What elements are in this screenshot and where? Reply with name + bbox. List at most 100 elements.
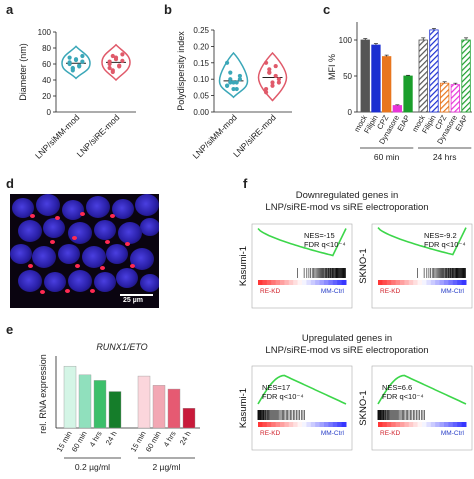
gsea-rank-gradient — [408, 280, 414, 285]
panel-letter-b: b — [164, 2, 172, 17]
gsea-rank-gradient — [315, 422, 321, 427]
nucleus — [44, 272, 66, 292]
gsea-rank-gradient — [382, 280, 388, 285]
gsea-rank-gradient — [306, 422, 312, 427]
gsea-rank-gradient — [315, 280, 321, 285]
gsea-fdr: FDR q<10⁻⁴ — [382, 392, 424, 401]
panel-letter-f: f — [243, 176, 248, 191]
b-point — [273, 63, 278, 69]
e-y-axis-label: rel. RNA expression — [38, 354, 48, 434]
b-y-tick-label: 0.10 — [193, 75, 209, 84]
a-point — [77, 64, 82, 69]
gsea-nes: NES=-15 — [304, 231, 335, 240]
nucleus — [18, 270, 42, 292]
a-y-tick-label: 80 — [42, 44, 51, 53]
c-y-tick-label: 100 — [339, 36, 353, 45]
a-violin-1 — [101, 43, 131, 82]
gsea-rank-gradient — [452, 422, 458, 427]
gsea-rank-gradient — [400, 280, 405, 285]
lnp-signal — [90, 289, 95, 293]
a-y-tick-label: 40 — [42, 76, 51, 85]
b-point — [234, 86, 239, 92]
gsea-rank-gradient — [444, 422, 449, 427]
b-point — [234, 80, 239, 85]
gsea-rank-gradient — [337, 280, 343, 285]
gsea-rank-gradient — [413, 280, 419, 285]
e-title: RUNX1/ETO — [96, 342, 147, 352]
gsea-up-title-line2: LNP/siRE-mod vs siRE electroporation — [265, 345, 429, 356]
gsea-nes: NES=-9.2 — [424, 231, 457, 240]
b-point — [225, 83, 230, 88]
gsea-rank-gradient — [395, 422, 401, 427]
a-x-tick-label: LNP/siRE-mod — [75, 112, 122, 159]
b-point — [237, 73, 242, 79]
a-point — [110, 69, 115, 75]
e-bar — [63, 365, 77, 429]
lnp-signal — [110, 214, 115, 218]
c-y-tick-label: 50 — [343, 72, 352, 81]
nucleus — [68, 270, 92, 292]
gsea-up-title-line1: Upregulated genes in — [301, 333, 393, 344]
nucleus — [32, 246, 56, 268]
lnp-signal — [100, 266, 105, 270]
nucleus — [118, 222, 142, 244]
c-bar — [418, 39, 428, 113]
gsea-rank-gradient — [382, 422, 388, 427]
e-group-label: 2 µg/ml — [152, 462, 180, 472]
b-point — [231, 80, 236, 85]
a-y-tick-label: 100 — [38, 28, 52, 37]
gsea-rank-gradient — [262, 422, 268, 427]
gsea-up-title: Upregulated genes in LNP/siRE-mod vs siR… — [227, 333, 467, 357]
gsea-down-title-line2: LNP/siRE-mod vs siRE electroporation — [265, 202, 429, 213]
gsea-fdr: FDR q<10⁻⁴ — [304, 240, 346, 249]
a-violin-0 — [61, 45, 91, 80]
gsea-cell-line-label: SKNO-1 — [358, 248, 369, 283]
b-y-tick-label: 0.05 — [193, 92, 209, 101]
gsea-down-title-line1: Downregulated genes in — [295, 190, 399, 201]
nucleus — [112, 199, 134, 219]
lnp-signal — [130, 264, 135, 268]
lnp-signal — [50, 240, 55, 244]
e-x-tick-label: 24 h — [178, 430, 193, 447]
gsea-rank-gradient — [262, 280, 268, 285]
a-point — [107, 59, 112, 64]
lnp-signal — [75, 264, 80, 268]
c-bar — [360, 39, 370, 113]
gsea-rank-gradient — [310, 422, 316, 427]
gsea-rank-gradient — [417, 280, 423, 285]
gsea-rank-gradient — [280, 422, 285, 427]
e-group-label: 0.2 µg/ml — [75, 462, 110, 472]
a-point — [120, 58, 125, 63]
a-point — [117, 63, 122, 68]
gsea-rank-gradient — [271, 280, 277, 285]
nucleus — [140, 274, 159, 292]
c-bar — [403, 75, 413, 113]
nucleus — [36, 194, 60, 216]
panel-letter-e: e — [6, 322, 14, 337]
gsea-rank-gradient — [280, 280, 285, 285]
a-x-tick-label: LNP/siMM-mod — [33, 112, 82, 161]
nucleus — [82, 246, 106, 268]
gsea-rank-gradient — [386, 280, 392, 285]
gsea-rank-gradient — [271, 422, 277, 427]
nucleus — [116, 268, 138, 288]
gsea-rank-gradient — [430, 422, 436, 427]
e-x-tick-label: 4 hrs — [88, 429, 104, 448]
b-point — [276, 80, 281, 85]
gsea-rank-gradient — [297, 422, 303, 427]
gsea-rank-gradient — [302, 422, 307, 427]
b-point — [267, 67, 272, 72]
gsea-rank-gradient — [288, 280, 294, 285]
gsea-rank-gradient — [426, 280, 432, 285]
microscopy-image: 25 µm — [10, 194, 159, 308]
gsea-rank-gradient — [457, 280, 463, 285]
gsea-rank-gradient — [391, 280, 397, 285]
b-point — [264, 90, 269, 95]
gsea-rank-gradient — [275, 422, 281, 427]
gsea-rank-gradient — [332, 280, 338, 285]
gsea-rank-gradient — [404, 280, 410, 285]
gsea-nes: NES=6.6 — [382, 383, 412, 392]
gsea-rank-gradient — [297, 280, 303, 285]
lnp-signal — [65, 289, 70, 293]
a-point — [70, 66, 75, 71]
